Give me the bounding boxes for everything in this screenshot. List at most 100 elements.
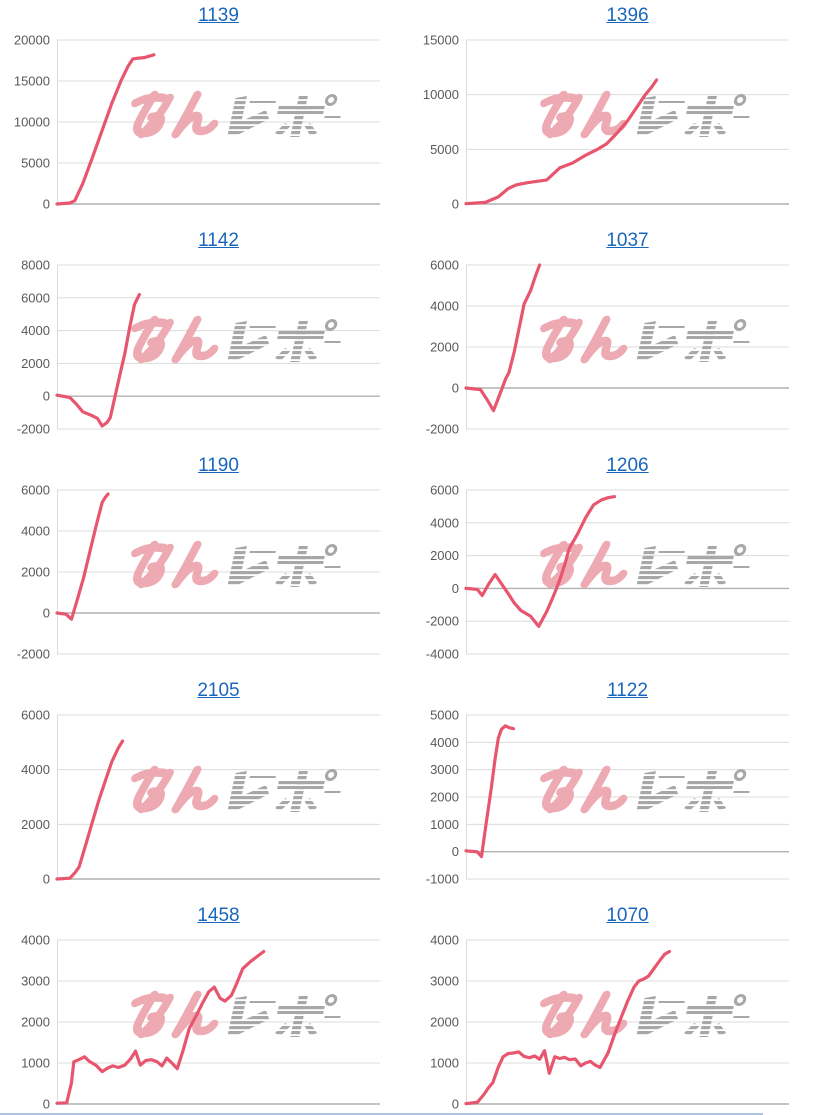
series-line [55,739,125,881]
svg-text:4000: 4000 [21,933,50,948]
bottom-divider [0,1113,763,1115]
chart-canvas: -1000 0 1000 2000 3000 4000 5000 [426,708,789,887]
svg-text:0: 0 [43,197,50,212]
svg-text:4000: 4000 [430,299,459,314]
series-line [55,53,156,206]
svg-text:2000: 2000 [430,1015,459,1030]
svg-text:5000: 5000 [430,708,459,723]
svg-text:15000: 15000 [423,33,459,48]
chart-canvas: -2000 0 2000 4000 6000 [426,258,789,437]
chart-title-link[interactable]: 1190 [198,455,239,476]
svg-text:6000: 6000 [21,483,50,498]
minrepo-watermark [131,315,341,364]
chart-canvas: 0 5000 10000 15000 [423,33,789,212]
series-line [55,949,266,1105]
svg-text:4000: 4000 [430,515,459,530]
series-line [464,494,617,628]
svg-text:2000: 2000 [430,548,459,563]
svg-text:6000: 6000 [430,258,459,273]
y-axis-labels: 0 1000 2000 3000 4000 [430,933,459,1112]
svg-text:0: 0 [452,1097,459,1112]
y-axis-labels: 0 5000 10000 15000 [423,33,459,212]
chart-cell: 1458 0 1000 2000 3000 4000 [0,900,409,1115]
svg-text:0: 0 [452,581,459,596]
series-line [464,724,516,859]
svg-text:-2000: -2000 [426,422,459,437]
svg-text:6000: 6000 [430,483,459,498]
svg-text:2000: 2000 [21,1015,50,1030]
y-axis-labels: 0 2000 4000 6000 [21,708,50,887]
minrepo-watermark [540,990,750,1039]
chart-cell: 1070 0 1000 2000 3000 4000 [409,900,818,1115]
svg-text:-4000: -4000 [426,647,459,662]
minrepo-watermark [131,990,341,1039]
minrepo-watermark [540,765,750,814]
chart-canvas: 0 2000 4000 6000 [21,708,380,887]
chart-title-link[interactable]: 1037 [606,230,649,251]
chart-title-link[interactable]: 1142 [198,230,239,251]
minrepo-watermark [131,540,341,589]
chart-title-link[interactable]: 1070 [606,905,649,926]
svg-text:3000: 3000 [430,974,459,989]
chart-cell: 1139 0 5000 10000 15000 20000 [0,0,409,225]
y-axis-labels: -2000 0 2000 4000 6000 8000 [17,258,50,437]
svg-text:5000: 5000 [430,142,459,157]
svg-text:8000: 8000 [21,258,50,273]
svg-text:-2000: -2000 [17,422,50,437]
y-axis-labels: -2000 0 2000 4000 6000 [426,258,459,437]
y-axis-labels: -4000 -2000 0 2000 4000 6000 [426,483,459,662]
svg-text:-1000: -1000 [426,872,459,887]
svg-text:1000: 1000 [430,817,459,832]
chart-canvas: 0 5000 10000 15000 20000 [14,33,380,212]
chart-cell: 2105 0 2000 4000 6000 [0,675,409,900]
y-axis-labels: 0 1000 2000 3000 4000 [21,933,50,1112]
svg-text:0: 0 [43,872,50,887]
svg-text:0: 0 [452,844,459,859]
y-axis-labels: -1000 0 1000 2000 3000 4000 5000 [426,708,459,887]
svg-text:6000: 6000 [21,290,50,305]
svg-text:2000: 2000 [430,340,459,355]
svg-text:5000: 5000 [21,156,50,171]
svg-text:20000: 20000 [14,33,50,48]
chart-title-link[interactable]: 1139 [198,5,239,26]
series-line [55,492,110,621]
minrepo-watermark [131,765,341,814]
svg-text:2000: 2000 [21,356,50,371]
svg-text:10000: 10000 [423,87,459,102]
svg-text:3000: 3000 [430,762,459,777]
chart-title-link[interactable]: 1396 [606,5,649,26]
chart-cell: 1122 -1000 0 1000 2000 3000 4000 5000 [409,675,818,900]
chart-cell: 1142 -2000 0 2000 4000 6000 8000 [0,225,409,450]
minrepo-watermark [540,540,750,589]
svg-text:1000: 1000 [21,1056,50,1071]
svg-text:4000: 4000 [430,735,459,750]
chart-canvas: -4000 -2000 0 2000 4000 6000 [426,483,789,662]
svg-text:0: 0 [43,606,50,621]
svg-text:-2000: -2000 [17,647,50,662]
chart-title-link[interactable]: 1206 [606,455,649,476]
chart-cell: 1190 -2000 0 2000 4000 6000 [0,450,409,675]
chart-title-link[interactable]: 1458 [197,905,240,926]
chart-canvas: -2000 0 2000 4000 6000 [17,483,380,662]
chart-canvas: 0 1000 2000 3000 4000 [21,933,380,1112]
svg-text:4000: 4000 [21,323,50,338]
chart-canvas: -2000 0 2000 4000 6000 8000 [17,258,380,437]
svg-text:15000: 15000 [14,74,50,89]
chart-cell: 1396 0 5000 10000 15000 [409,0,818,225]
chart-title-link[interactable]: 1122 [607,680,648,701]
svg-text:0: 0 [452,381,459,396]
chart-title-link[interactable]: 2105 [197,680,240,701]
minrepo-watermark [131,90,341,139]
y-axis-labels: 0 5000 10000 15000 20000 [14,33,50,212]
svg-text:-2000: -2000 [426,614,459,629]
svg-text:4000: 4000 [21,524,50,539]
svg-text:3000: 3000 [21,974,50,989]
svg-text:1000: 1000 [430,1056,459,1071]
svg-text:6000: 6000 [21,708,50,723]
chart-cell: 1206 -4000 -2000 0 2000 4000 6000 [409,450,818,675]
svg-text:4000: 4000 [430,933,459,948]
series-line [464,949,672,1106]
series-line [464,263,542,413]
